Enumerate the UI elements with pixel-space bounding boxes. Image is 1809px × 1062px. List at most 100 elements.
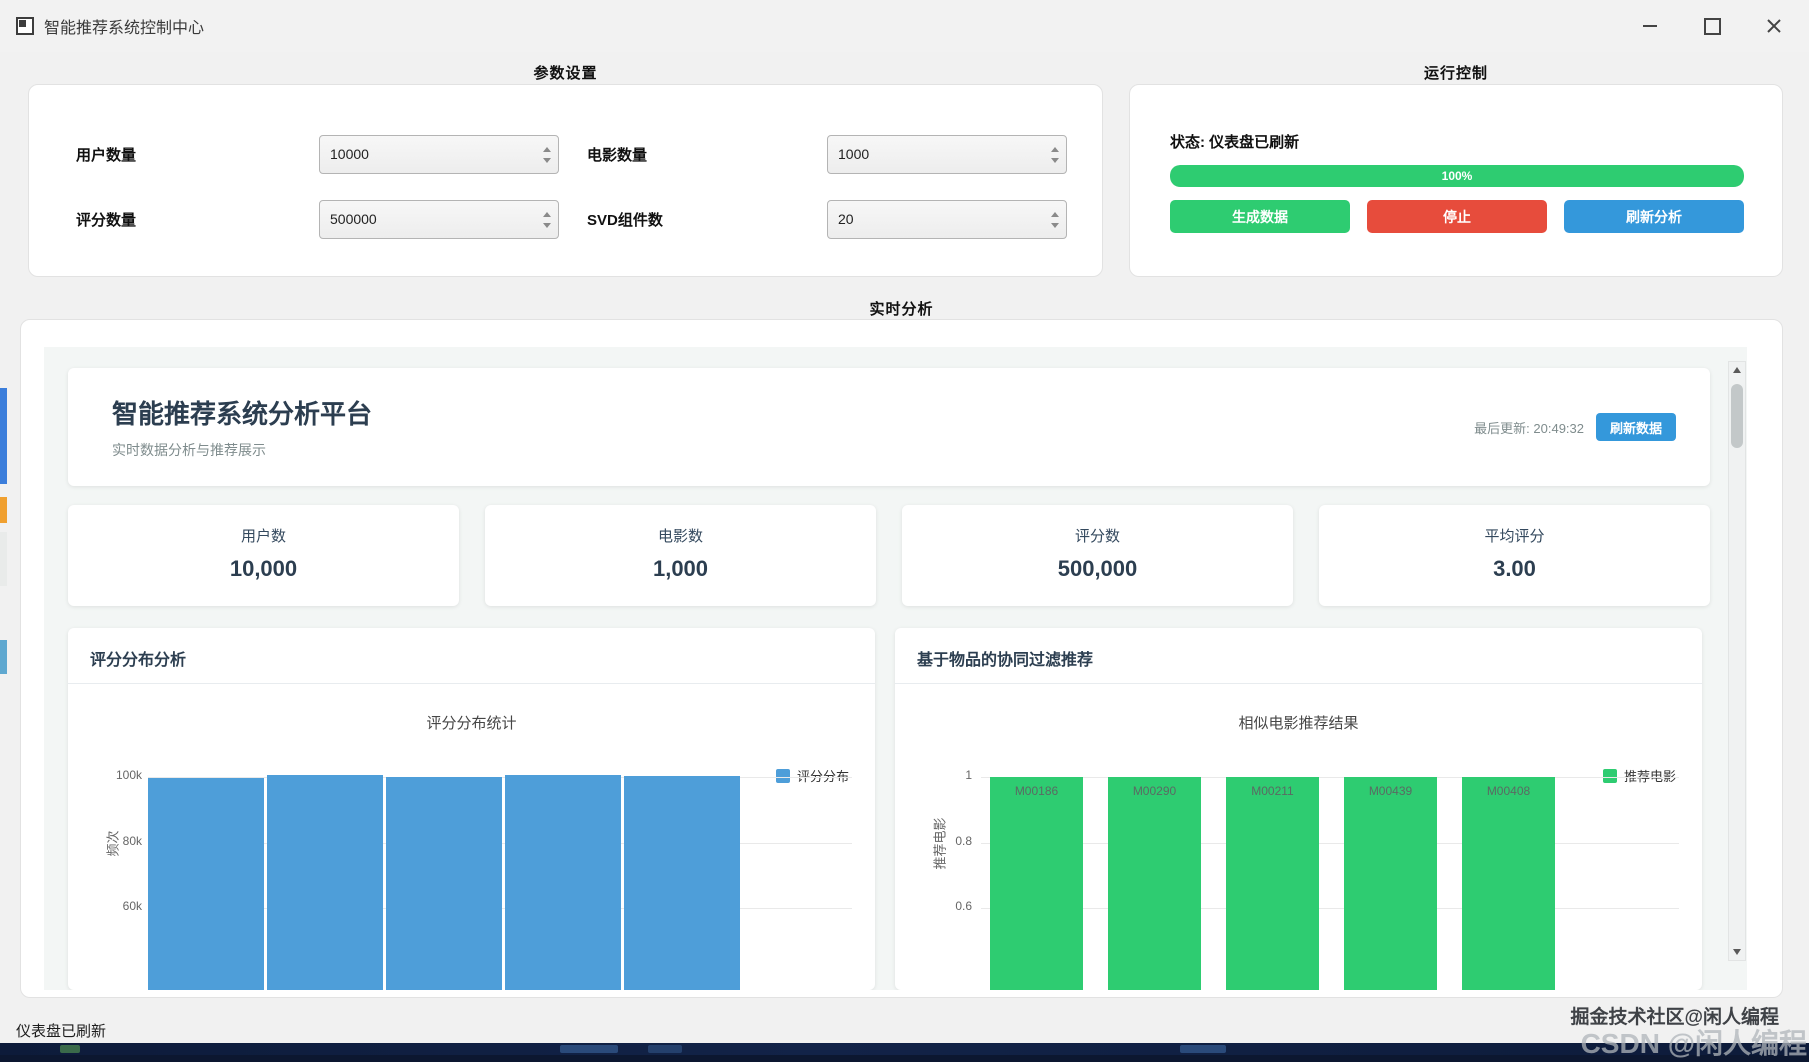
rating-count-label: 评分数量 [76,212,137,229]
analysis-groupbox: 智能推荐系统分析平台 实时数据分析与推荐展示 最后更新: 20:49:32 刷新… [20,319,1783,998]
bar[interactable]: M00290 [1108,777,1201,990]
gridline [981,842,1679,844]
bar-label: M00408 [1486,784,1531,798]
scroll-down-icon[interactable] [1729,944,1745,960]
dashboard-subtitle: 实时数据分析与推荐展示 [112,442,266,458]
progress-chunk [1170,165,1744,187]
bar[interactable]: M00408 [1462,777,1555,990]
spinbox-value[interactable]: 20 [838,211,854,227]
chart-legend[interactable]: 推荐电影 [1602,766,1676,785]
dashboard-title: 智能推荐系统分析平台 [112,400,373,429]
rating-distribution-panel: 评分分布分析 评分分布统计 评分分布 频次 100k 80k 60k [68,628,875,990]
bar[interactable]: M00186 [990,777,1083,990]
spin-down-icon[interactable] [543,222,551,228]
spinner-arrows[interactable] [1051,201,1059,238]
y-axis-tick-label: 0.6 [955,899,972,913]
watermark-csdn: CSDN @闲人编程 [1580,1028,1807,1059]
bar-label: M00186 [1014,784,1059,798]
bar[interactable] [505,775,621,990]
control-groupbox: 状态: 仪表盘已刷新 100% 生成数据 停止 刷新分析 [1129,84,1783,277]
user-count-spinbox[interactable]: 10000 [319,135,559,174]
chart-legend[interactable]: 评分分布 [775,766,849,785]
refresh-analysis-button[interactable]: 刷新分析 [1564,200,1744,233]
spinner-arrows[interactable] [543,136,551,173]
stat-value: 1,000 [652,556,709,581]
maximize-button[interactable] [1681,0,1743,52]
dashboard-webview: 智能推荐系统分析平台 实时数据分析与推荐展示 最后更新: 20:49:32 刷新… [44,347,1747,990]
spinner-arrows[interactable] [543,201,551,238]
generate-data-button[interactable]: 生成数据 [1170,200,1350,233]
bar[interactable]: M00439 [1344,777,1437,990]
last-update-text: 最后更新: 20:49:32 [1474,420,1584,436]
desktop-edge-fragment [0,497,7,523]
legend-label: 评分分布 [796,769,849,784]
stat-label: 评分数 [1074,528,1120,545]
legend-label: 推荐电影 [1623,769,1676,784]
scrollbar-thumb[interactable] [1731,384,1743,448]
spinner-arrows[interactable] [1051,136,1059,173]
bar-label: M00290 [1132,784,1177,798]
chart-title: 评分分布统计 [426,715,517,732]
status-label: 状态: 仪表盘已刷新 [1170,134,1300,151]
spin-up-icon[interactable] [543,211,551,217]
desktop-edge-fragment [0,640,7,674]
stat-value: 500,000 [1057,556,1138,581]
y-axis-tick-label: 80k [122,833,142,848]
scrollbar-track[interactable] [1729,378,1745,944]
bar[interactable] [386,777,502,990]
spin-up-icon[interactable] [1051,211,1059,217]
y-axis-tick-label: 100k [115,768,142,782]
chart-title: 相似电影推荐结果 [1238,715,1359,732]
progress-percent: 100% [1441,169,1473,183]
spinbox-value[interactable]: 1000 [838,146,870,162]
movie-count-label: 电影数量 [587,147,648,164]
group-title-params: 参数设置 [533,65,598,82]
taskbar-strip [0,1043,1809,1055]
spin-down-icon[interactable] [1051,157,1059,163]
svd-components-label: SVD组件数 [587,212,663,229]
spin-down-icon[interactable] [1051,222,1059,228]
statusbar-message: 仪表盘已刷新 [16,1023,107,1040]
bar[interactable] [624,776,740,990]
stat-label: 电影数 [657,528,703,545]
spinbox-value[interactable]: 10000 [330,146,369,162]
stat-card-avg-rating: 平均评分 3.00 [1319,505,1710,606]
vertical-scrollbar[interactable] [1728,361,1746,961]
stat-value: 10,000 [229,556,298,581]
bar-label: M00439 [1368,784,1413,798]
desktop-edge-fragment [0,532,7,586]
spin-down-icon[interactable] [543,157,551,163]
spin-up-icon[interactable] [543,146,551,152]
progress-bar: 100% [1170,165,1744,187]
gridline [981,908,1679,909]
stat-label: 平均评分 [1484,528,1545,545]
window-title: 智能推荐系统控制中心 [44,20,205,37]
scroll-up-icon[interactable] [1729,362,1745,378]
bar[interactable]: M00211 [1226,777,1319,990]
rating-count-spinbox[interactable]: 500000 [319,200,559,239]
item-cf-recommendation-panel: 基于物品的协同过滤推荐 相似电影推荐结果 推荐电影 推荐电影 1 0.8 0.6 M0… [895,628,1702,990]
title-bar[interactable]: 智能推荐系统控制中心 [0,0,1809,52]
y-axis-tick-label: 0.8 [955,833,972,848]
panel-title: 基于物品的协同过滤推荐 [917,652,1094,669]
close-button[interactable] [1743,0,1805,52]
stat-value: 3.00 [1493,556,1536,581]
svd-components-spinbox[interactable]: 20 [827,200,1067,239]
panel-title: 评分分布分析 [90,652,187,669]
refresh-data-button[interactable]: 刷新数据 [1596,413,1676,441]
bar[interactable] [148,777,264,990]
legend-swatch [775,768,790,783]
legend-swatch [1602,768,1617,783]
bar-label: M00211 [1251,784,1294,798]
spinbox-value[interactable]: 500000 [330,211,377,227]
bar[interactable] [267,775,383,990]
spin-up-icon[interactable] [1051,146,1059,152]
stat-card-movies: 电影数 1,000 [485,505,876,606]
group-title-control: 运行控制 [1423,65,1488,82]
stop-button[interactable]: 停止 [1367,200,1547,233]
movie-count-spinbox[interactable]: 1000 [827,135,1067,174]
stat-label: 用户数 [240,528,286,545]
y-axis-tick-label: 1 [965,768,972,782]
minimize-button[interactable] [1619,0,1681,52]
